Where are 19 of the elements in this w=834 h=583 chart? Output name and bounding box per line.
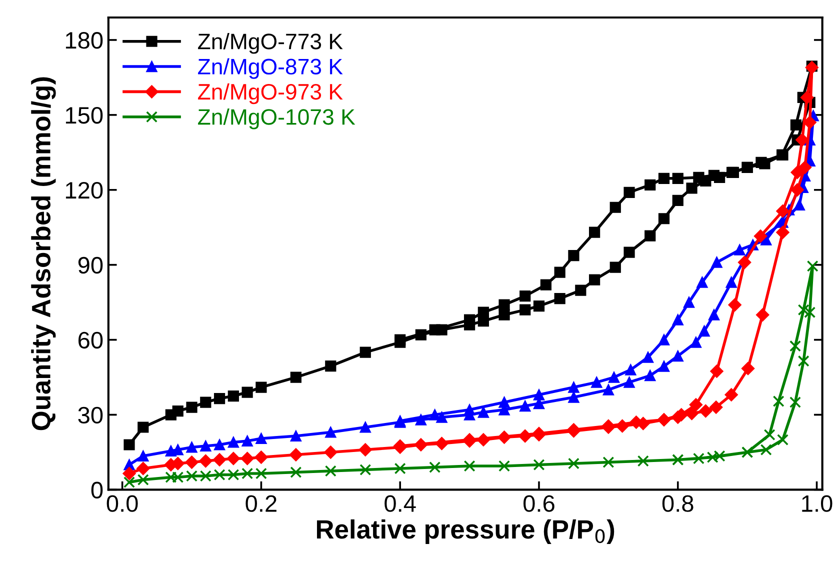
x-tick-label: 0.6 [523, 495, 554, 512]
y-tick-label: 90 [78, 256, 103, 274]
x-axis-title: Relative pressure (P/P$_{0}$) [316, 519, 614, 544]
y-axis-title: Quantity Adsorbed (mmol/g) [31, 77, 56, 430]
y-tick-label: 0 [91, 482, 103, 499]
legend-label: Zn/MgO-773 K [198, 33, 343, 54]
x-tick-label: 0.2 [246, 495, 276, 512]
x-tick-label: 0.0 [106, 495, 138, 512]
legend-label: Zn/MgO-973 K [198, 83, 343, 104]
y-tick-label: 120 [66, 182, 103, 199]
x-tick-label: 0.8 [662, 495, 694, 512]
y-tick-label: 30 [78, 406, 103, 424]
x-tick-label: 0.4 [384, 495, 416, 512]
y-tick-label: 180 [66, 32, 103, 49]
legend-label: Zn/MgO-873 K [198, 58, 343, 79]
x-tick-label: 1.0 [802, 495, 832, 512]
legend-label: Zn/MgO-1073 K [198, 108, 356, 130]
y-tick-label: 60 [78, 332, 103, 349]
y-tick-label: 150 [66, 107, 103, 124]
